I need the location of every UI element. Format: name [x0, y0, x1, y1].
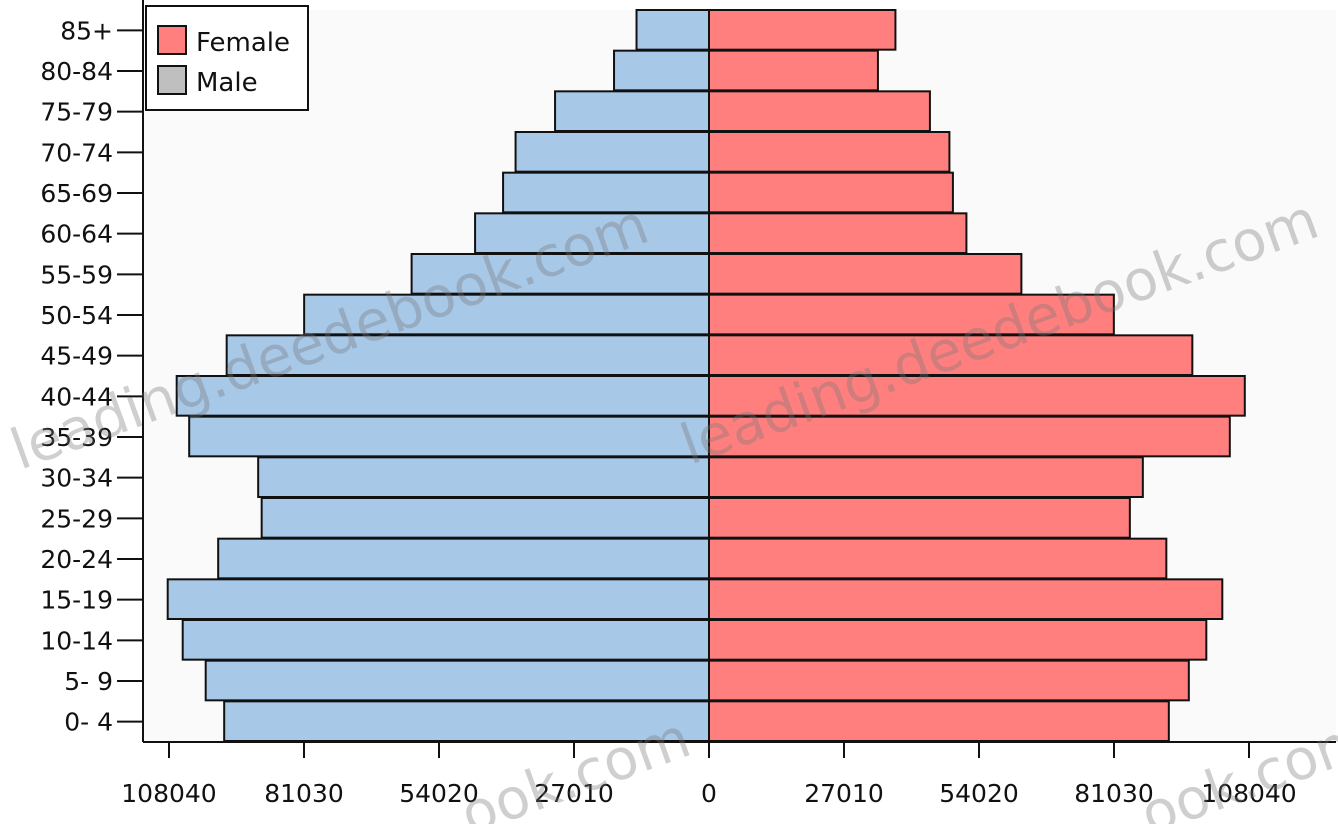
legend-swatch-male	[157, 65, 187, 95]
x-tick-label: 108040	[1201, 779, 1296, 808]
bar-male-25-29	[260, 497, 710, 539]
x-tick-label: 108040	[121, 779, 216, 808]
bar-female-60-64	[708, 212, 968, 254]
bar-female-55-59	[708, 253, 1023, 295]
x-tick-label: 54020	[399, 779, 479, 808]
x-tick-label: 27010	[534, 779, 614, 808]
y-tick-label: 20-24	[40, 545, 113, 574]
bar-female-20-24	[708, 537, 1168, 580]
y-tick-label: 55-59	[40, 260, 113, 289]
bar-male-70-74	[514, 131, 711, 173]
legend-swatch-female	[157, 25, 187, 55]
x-tick-label: 81030	[264, 779, 344, 808]
x-tick-labels: 108040 81030 54020 27010 0 27010 54020 81030 108…	[121, 779, 1296, 808]
x-tick-label: 81030	[1074, 779, 1154, 808]
bar-female-15-19	[708, 578, 1224, 620]
bar-female-10-14	[708, 619, 1208, 661]
bar-female-80-84	[708, 49, 879, 92]
y-tick-label: 70-74	[40, 138, 113, 167]
bar-male-15-19	[166, 578, 710, 620]
y-tick-label: 10-14	[40, 626, 113, 655]
bar-female-45-49	[708, 334, 1194, 377]
legend: Female Male	[145, 5, 309, 111]
bar-female-50-54	[708, 293, 1115, 336]
bar-female-0-4	[708, 700, 1170, 742]
x-tick-label: 54020	[939, 779, 1019, 808]
y-tick-label: 25-29	[40, 504, 113, 533]
bar-male-65-69	[502, 171, 710, 214]
y-tick-labels: 0- 4 5- 9 10-14 15-19 20-24 25-29 30-34 35-39 40…	[40, 16, 113, 736]
y-tick-label: 45-49	[40, 342, 113, 371]
bar-female-65-69	[708, 171, 954, 214]
bar-female-70-74	[708, 131, 951, 173]
bar-male-75-79	[554, 90, 710, 133]
y-tick-label: 35-39	[40, 423, 113, 452]
x-tick-label: 0	[701, 779, 717, 808]
y-tick-label: 60-64	[40, 220, 113, 249]
y-tick-label: 5- 9	[64, 667, 113, 696]
y-tick-label: 40-44	[40, 382, 113, 411]
bar-male-30-34	[257, 456, 710, 499]
y-tick-label: 15-19	[40, 586, 113, 615]
bar-female-25-29	[708, 497, 1131, 539]
bar-female-85+	[708, 9, 897, 51]
bar-male-55-59	[410, 253, 710, 295]
bars-group	[166, 9, 1246, 742]
bar-female-75-79	[708, 90, 931, 133]
y-tick-label: 65-69	[40, 179, 113, 208]
bar-male-20-24	[217, 537, 710, 580]
y-tick-label: 30-34	[40, 464, 113, 493]
y-tick-label: 75-79	[40, 98, 113, 127]
bar-male-35-39	[188, 415, 711, 458]
bar-male-10-14	[181, 619, 710, 661]
bar-male-85+	[635, 9, 711, 51]
bar-female-5-9	[708, 659, 1190, 702]
y-tick-label: 80-84	[40, 57, 113, 86]
bar-male-80-84	[613, 49, 710, 92]
bar-female-35-39	[708, 415, 1231, 458]
legend-label-female: Female	[196, 28, 290, 58]
legend-label-male: Male	[196, 68, 258, 98]
axes-group	[117, 0, 1336, 758]
bar-male-5-9	[204, 659, 711, 702]
y-tick-label: 0- 4	[64, 708, 113, 737]
x-tick-label: 27010	[804, 779, 884, 808]
bar-female-30-34	[708, 456, 1144, 499]
y-tick-label: 85+	[60, 16, 113, 45]
y-tick-label: 50-54	[40, 301, 113, 330]
